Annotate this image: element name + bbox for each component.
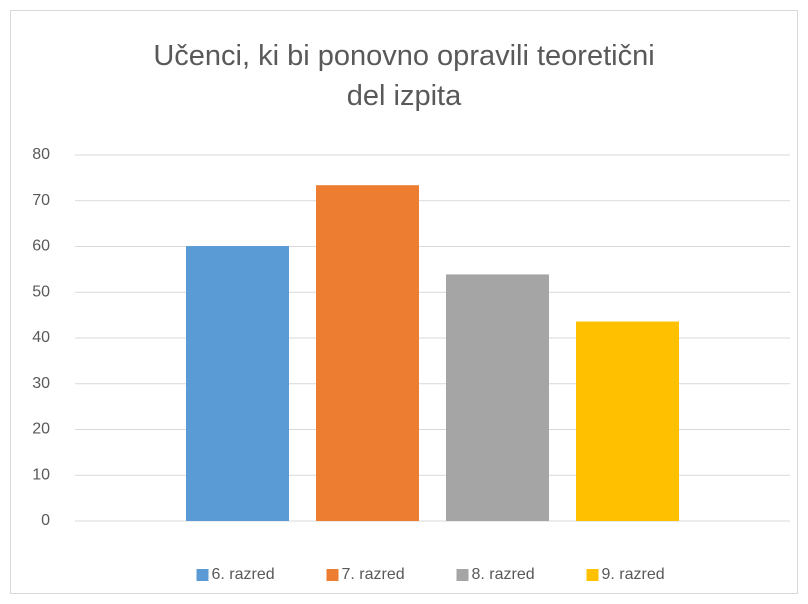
y-tick-label: 60 (32, 238, 50, 255)
legend-swatch (586, 569, 599, 581)
y-tick-label: 0 (41, 512, 50, 529)
legend-swatch (196, 569, 209, 581)
y-tick-label: 80 (32, 146, 50, 163)
y-tick-label: 30 (32, 375, 50, 392)
chart-title: Učenci, ki bi ponovno opravili teoretičn… (153, 40, 655, 112)
bar (576, 321, 679, 521)
bar (186, 246, 289, 522)
legend-label: 8. razred (472, 566, 535, 583)
bar (316, 185, 419, 521)
legend-label: 7. razred (342, 566, 405, 583)
legend-label: 6. razred (212, 566, 275, 583)
legend-swatch (456, 569, 469, 581)
chart-frame (10, 10, 798, 594)
y-tick-label: 20 (32, 421, 50, 438)
y-tick-label: 40 (32, 329, 50, 346)
y-tick-label: 70 (32, 192, 50, 209)
bar (446, 274, 549, 521)
y-tick-label: 50 (32, 283, 50, 300)
legend-swatch (326, 569, 339, 581)
y-tick-label: 10 (32, 466, 50, 483)
legend-label: 9. razred (602, 566, 665, 583)
